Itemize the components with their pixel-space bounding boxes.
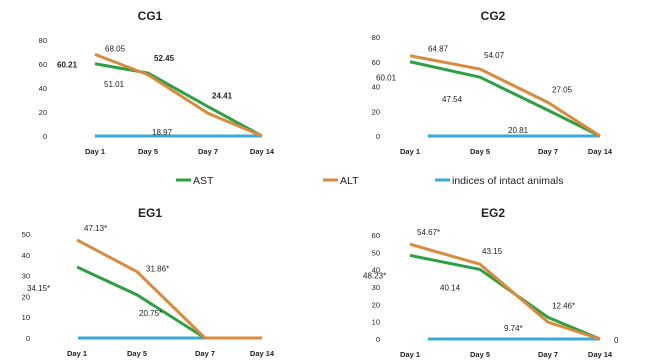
y-tick-label: 40 <box>39 84 47 93</box>
series-line-ast <box>94 62 263 138</box>
legend-label-intact: indices of intact animals <box>452 175 563 187</box>
y-tick-label: 40 <box>22 251 30 260</box>
data-label: 54.07 <box>484 51 505 60</box>
y-tick-label: 50 <box>372 248 380 257</box>
y-tick-label: 30 <box>22 272 30 281</box>
y-tick-label: 40 <box>372 83 380 92</box>
data-label: 60.21 <box>57 61 78 70</box>
series-line-ast <box>409 60 601 138</box>
data-label: 24.41 <box>212 92 233 101</box>
data-label: 68.05 <box>105 44 126 53</box>
data-label: 48.23* <box>363 271 386 280</box>
chart-title: CG1 <box>138 9 163 23</box>
chart-title: EG1 <box>138 206 162 220</box>
y-tick-label: 0 <box>43 132 47 141</box>
data-label: 60.01 <box>376 74 397 83</box>
data-label: 34.15* <box>27 284 50 293</box>
data-label: 20.81 <box>508 126 529 135</box>
series-line-alt <box>409 54 601 138</box>
y-tick-label: 60 <box>372 231 380 240</box>
data-label: 27.05 <box>552 86 573 95</box>
data-label: 20.75* <box>139 309 162 318</box>
y-tick-label: 50 <box>22 230 30 239</box>
y-tick-label: 30 <box>372 283 380 292</box>
x-tick-label: Day 1 <box>67 349 87 358</box>
y-tick-label: 0 <box>376 132 380 141</box>
data-label: 64.87 <box>428 45 449 54</box>
y-tick-label: 20 <box>372 107 380 116</box>
x-tick-label: Day 5 <box>470 350 490 359</box>
y-tick-label: 80 <box>372 33 380 42</box>
data-label: 52.45 <box>154 54 175 63</box>
y-tick-label: 10 <box>372 318 380 327</box>
y-tick-label: 80 <box>39 36 47 45</box>
chart-panels: CG1 0 20 40 60 80 Day 1 Day 5 Day 7 Day 14 60.21 52… <box>22 9 619 359</box>
x-tick-label: Day 14 <box>250 147 275 156</box>
x-tick-label: Day 5 <box>138 147 158 156</box>
x-tick-label: Day 14 <box>588 147 613 156</box>
y-tick-label: 20 <box>22 292 30 301</box>
data-label: 9.74* <box>504 324 523 333</box>
chart-panel: EG2 0 10 20 30 40 50 60 Day 1 Day 5 Day 7 Day 14 48.… <box>363 206 619 359</box>
x-tick-label: Day 7 <box>198 147 218 156</box>
x-tick-label: Day 5 <box>470 147 490 156</box>
y-tick-label: 60 <box>372 58 380 67</box>
data-label: 40.14 <box>440 283 461 292</box>
chart-panel: EG1 0 10 20 30 40 50 Day 1 Day 5 Day 7 Day 14 34.15… <box>22 206 275 358</box>
data-label: 51.01 <box>104 80 125 89</box>
x-tick-label: Day 7 <box>538 147 558 156</box>
chart-panel: CG1 0 20 40 60 80 Day 1 Day 5 Day 7 Day 14 60.21 52… <box>39 9 275 156</box>
series-line-alt <box>409 242 601 341</box>
y-tick-label: 10 <box>22 313 30 322</box>
series-line-alt <box>94 52 263 138</box>
data-label: 12.46* <box>552 301 575 310</box>
y-tick-label: 0 <box>26 334 30 343</box>
series-line-alt <box>76 238 262 340</box>
data-label: 54.67* <box>417 228 440 237</box>
x-tick-label: Day 1 <box>85 147 105 156</box>
x-tick-label: Day 14 <box>250 349 275 358</box>
y-tick-label: 0 <box>376 335 380 344</box>
x-tick-label: Day 14 <box>588 350 613 359</box>
data-label: 47.54 <box>442 95 463 104</box>
legend: AST ALT indices of intact animals <box>176 175 563 187</box>
legend-label-alt: ALT <box>340 175 359 187</box>
legend-label-ast: AST <box>193 175 214 187</box>
y-tick-label: 20 <box>372 300 380 309</box>
y-tick-label: 20 <box>39 108 47 117</box>
y-tick-label: 40 <box>372 266 380 275</box>
x-tick-label: Day 7 <box>538 350 558 359</box>
chart-panel: CG2 0 20 40 60 80 Day 1 Day 5 Day 7 Day 14 60.01 47… <box>372 9 613 156</box>
data-label: 47.13* <box>84 224 107 233</box>
data-label: 0 <box>614 336 619 345</box>
y-tick-label: 60 <box>39 60 47 69</box>
data-label: 31.86* <box>146 265 169 274</box>
data-label: 18.97 <box>152 128 173 137</box>
x-tick-label: Day 1 <box>400 350 420 359</box>
x-tick-label: Day 1 <box>400 147 420 156</box>
chart-title: EG2 <box>481 206 505 220</box>
x-tick-label: Day 7 <box>195 349 215 358</box>
x-tick-label: Day 5 <box>127 349 147 358</box>
chart-title: CG2 <box>481 9 506 23</box>
data-label: 43.15 <box>482 247 503 256</box>
